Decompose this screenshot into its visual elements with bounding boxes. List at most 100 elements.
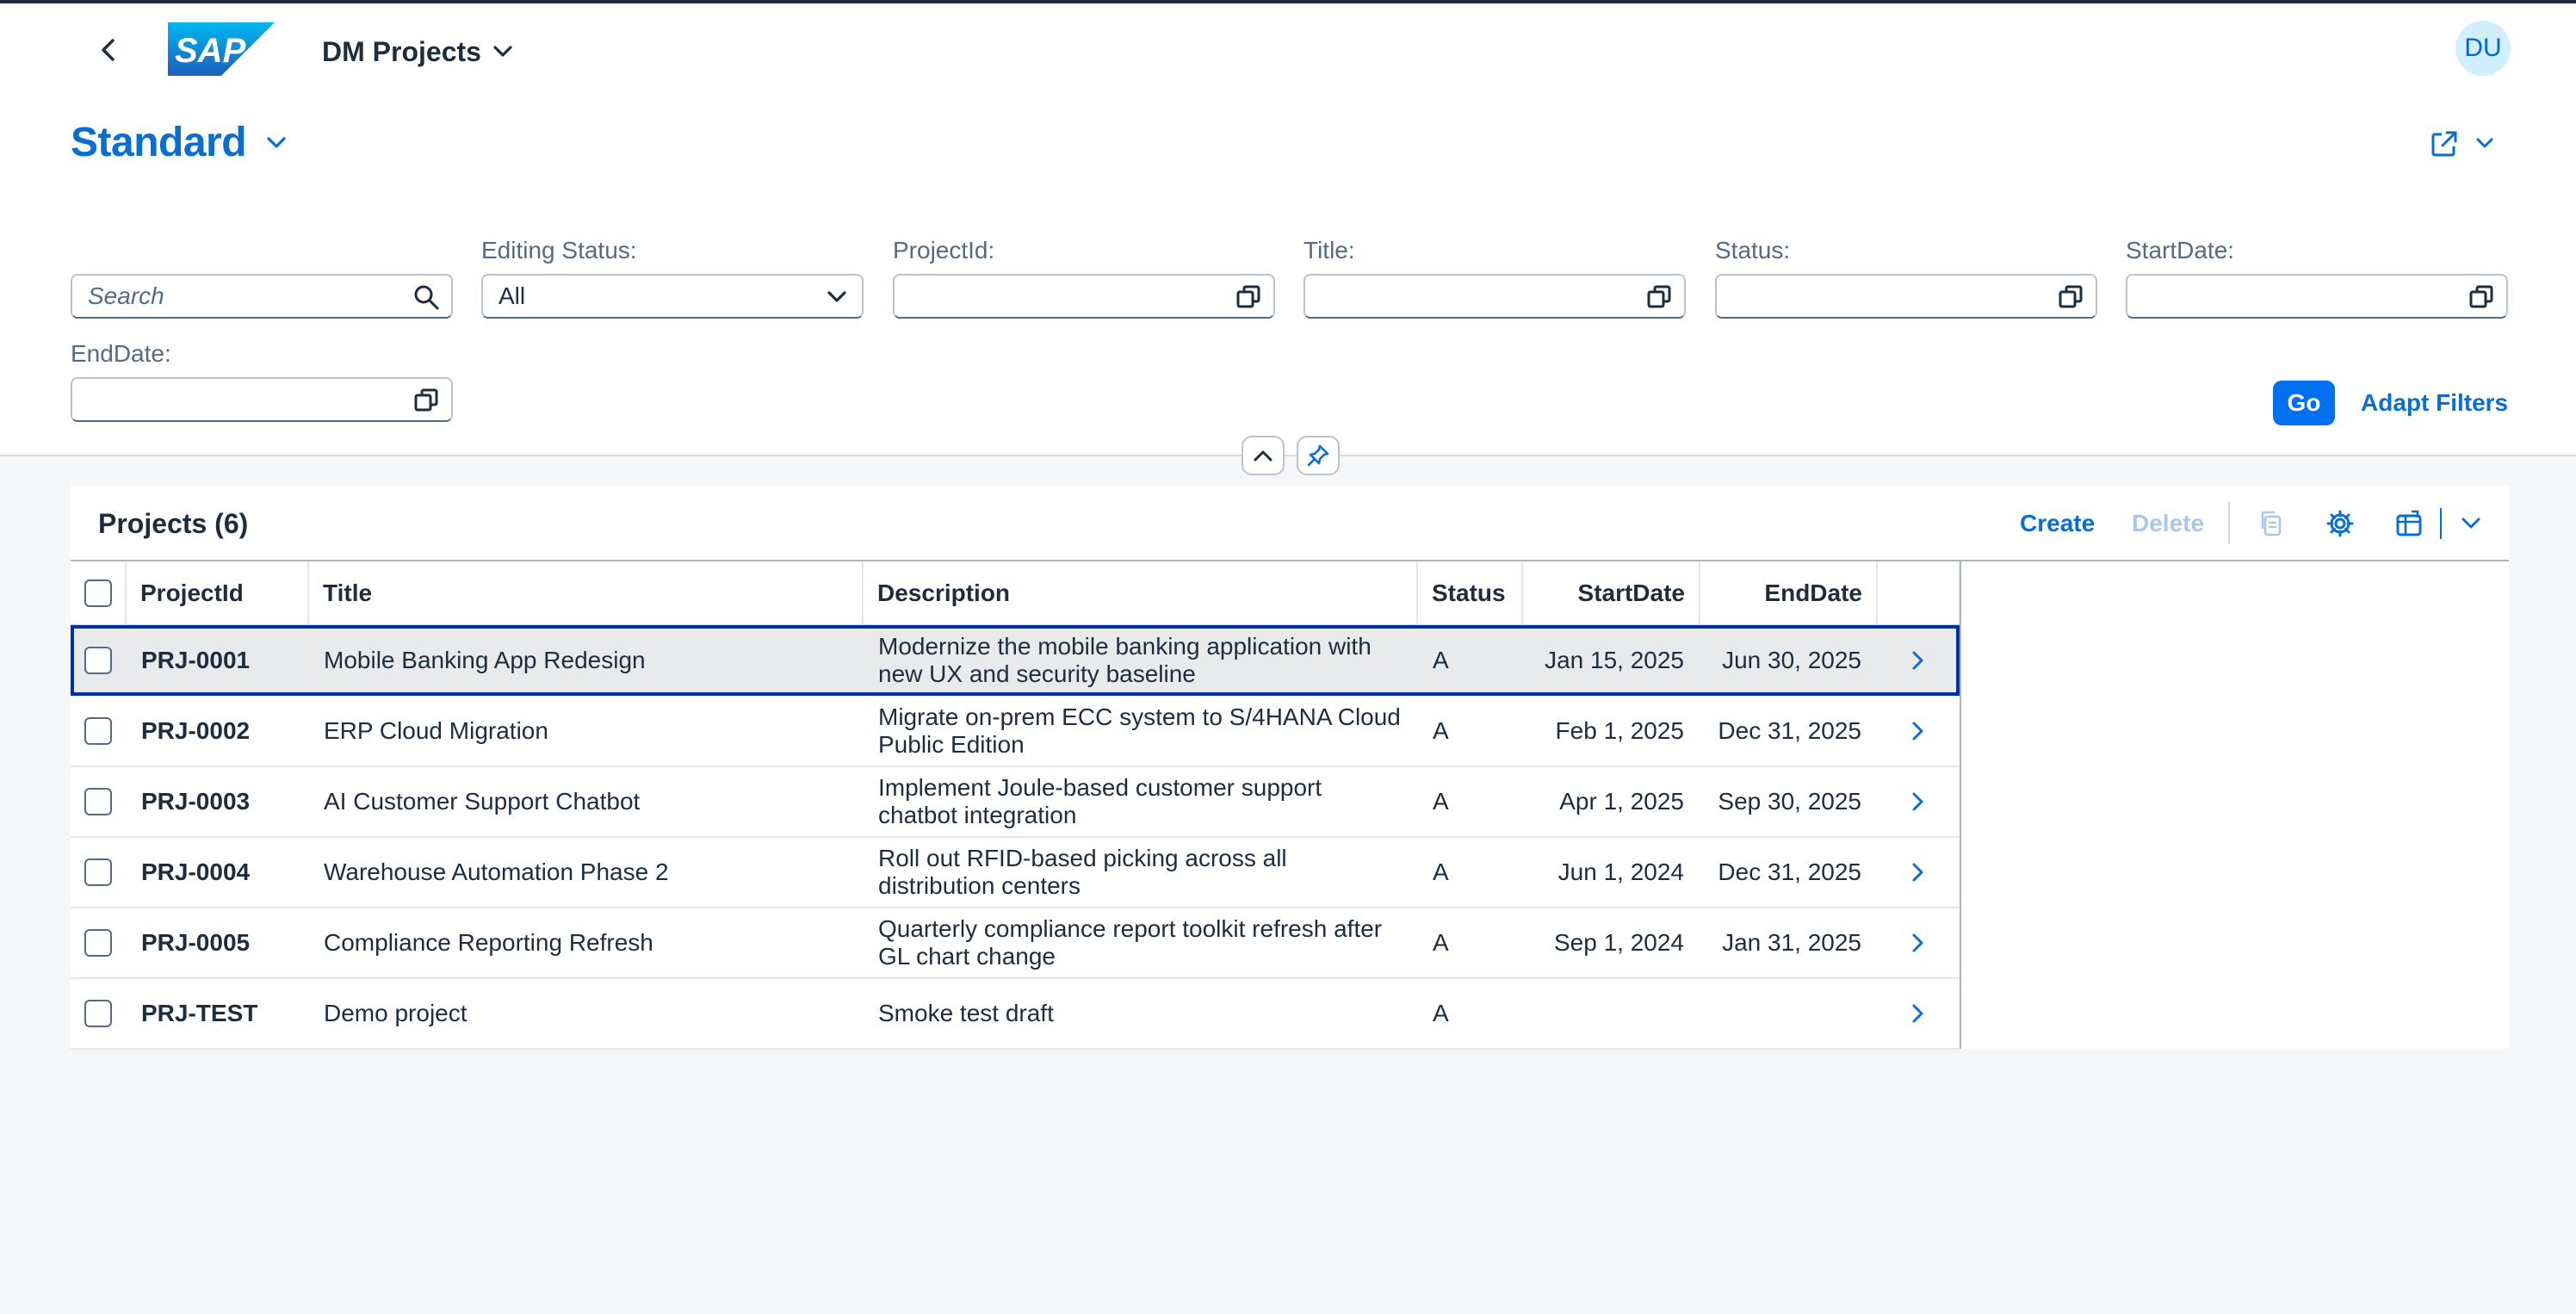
cell-end-date: Jan 31, 2025: [1700, 908, 1877, 979]
toolbar-separator: [2228, 501, 2230, 544]
cell-description: Quarterly compliance report toolkit refr…: [863, 908, 1417, 979]
table-edge: [1960, 561, 1961, 1049]
cell-description: Roll out RFID-based picking across all d…: [863, 837, 1417, 908]
row-select-cell: [71, 837, 126, 908]
table-row[interactable]: PRJ-0001 Mobile Banking App Redesign Mod…: [71, 625, 1960, 697]
select-all-checkbox[interactable]: [84, 579, 112, 607]
column-header-title[interactable]: Title: [308, 561, 864, 626]
go-button[interactable]: Go: [2273, 381, 2335, 425]
start-date-input[interactable]: [2126, 274, 2508, 319]
row-navigation-cell[interactable]: [1877, 766, 1960, 838]
delete-button[interactable]: Delete: [2132, 510, 2205, 536]
sap-logo[interactable]: SAP: [168, 22, 275, 76]
editing-status-value: All: [498, 282, 526, 309]
editing-status-label: Editing Status:: [481, 237, 637, 263]
search-input[interactable]: Search: [71, 274, 453, 319]
project-id-input[interactable]: [893, 274, 1275, 319]
row-navigation-cell[interactable]: [1877, 908, 1960, 979]
project-id-label: ProjectId:: [893, 237, 995, 263]
table-row[interactable]: PRJ-TEST Demo project Smoke test draft A: [71, 978, 1960, 1050]
value-help-icon[interactable]: [1235, 284, 1261, 310]
row-navigation-cell[interactable]: [1877, 837, 1960, 908]
cell-status: A: [1417, 837, 1522, 908]
cell-description: Smoke test draft: [863, 978, 1417, 1050]
copy-button[interactable]: [2254, 506, 2288, 541]
export-menu-button[interactable]: [2454, 506, 2488, 541]
table-row[interactable]: PRJ-0003 AI Customer Support Chatbot Imp…: [71, 766, 1960, 838]
header-toggle-group: [1242, 436, 1340, 475]
gear-icon: [2326, 510, 2354, 537]
cell-status: A: [1417, 625, 1522, 697]
title-filter: Title:: [1303, 234, 1686, 319]
cell-project-id: PRJ-0004: [126, 837, 308, 908]
value-help-icon[interactable]: [2058, 284, 2084, 310]
cell-end-date: [1700, 978, 1877, 1050]
chevron-right-icon: [1912, 1004, 1923, 1023]
cell-description: Implement Joule-based customer support c…: [863, 766, 1417, 838]
cell-start-date: Jan 15, 2025: [1522, 625, 1700, 697]
chevron-right-icon: [1912, 722, 1923, 741]
chevron-down-icon: [2476, 138, 2493, 148]
cell-start-date: Jun 1, 2024: [1522, 837, 1700, 908]
adapt-filters-button[interactable]: Adapt Filters: [2361, 389, 2509, 416]
user-avatar[interactable]: DU: [2455, 21, 2511, 76]
row-navigation-cell[interactable]: [1877, 696, 1960, 767]
row-checkbox[interactable]: [84, 717, 112, 745]
cell-title: AI Customer Support Chatbot: [308, 766, 863, 838]
row-navigation-cell[interactable]: [1877, 978, 1960, 1050]
column-header-end-date[interactable]: EndDate: [1700, 561, 1878, 626]
column-header-navigation: [1877, 561, 1960, 626]
pin-header-button[interactable]: [1297, 436, 1340, 475]
cell-project-id: PRJ-0001: [126, 625, 308, 697]
table-settings-button[interactable]: [2323, 506, 2357, 541]
status-input[interactable]: [1715, 274, 2097, 319]
top-border: [0, 0, 2576, 3]
export-button[interactable]: [2392, 506, 2426, 541]
cell-start-date: Feb 1, 2025: [1522, 696, 1700, 767]
title-label: Title:: [1303, 237, 1355, 263]
cell-project-id: PRJ-0005: [126, 908, 308, 979]
table-row[interactable]: PRJ-0002 ERP Cloud Migration Migrate on-…: [71, 696, 1960, 767]
table-row[interactable]: PRJ-0005 Compliance Reporting Refresh Qu…: [71, 908, 1960, 979]
create-button[interactable]: Create: [2020, 510, 2096, 536]
value-help-icon[interactable]: [1646, 284, 1672, 310]
chevron-down-icon: [2461, 518, 2480, 529]
value-help-icon[interactable]: [2468, 284, 2494, 310]
pin-icon: [1307, 444, 1329, 467]
search-icon: [414, 285, 439, 310]
cell-description: Migrate on-prem ECC system to S/4HANA Cl…: [863, 696, 1417, 767]
variant-management[interactable]: Standard: [71, 119, 286, 166]
row-checkbox[interactable]: [84, 1000, 112, 1027]
cell-end-date: Sep 30, 2025: [1700, 766, 1877, 838]
column-header-status[interactable]: Status: [1417, 561, 1523, 626]
cell-start-date: Sep 1, 2024: [1522, 908, 1700, 979]
cell-project-id: PRJ-TEST: [126, 978, 308, 1050]
row-select-cell: [71, 908, 126, 979]
cell-title: Compliance Reporting Refresh: [308, 908, 863, 979]
row-checkbox[interactable]: [84, 788, 112, 815]
table-toolbar: Projects (6) Create Delete: [71, 486, 2509, 561]
project-id-filter: ProjectId:: [893, 234, 1275, 319]
row-navigation-cell[interactable]: [1877, 625, 1960, 697]
svg-text:SAP: SAP: [175, 32, 246, 70]
row-select-cell: [71, 696, 126, 767]
cell-title: Warehouse Automation Phase 2: [308, 837, 863, 908]
share-menu-button[interactable]: [2430, 129, 2493, 158]
app-title: DM Projects: [322, 35, 481, 67]
row-select-cell: [71, 625, 126, 697]
table-row[interactable]: PRJ-0004 Warehouse Automation Phase 2 Ro…: [71, 837, 1960, 908]
column-header-project-id[interactable]: ProjectId: [126, 561, 309, 626]
row-checkbox[interactable]: [84, 647, 112, 674]
back-button[interactable]: [91, 33, 126, 67]
collapse-header-button[interactable]: [1242, 436, 1285, 475]
end-date-filter: EndDate:: [71, 338, 453, 422]
column-header-start-date[interactable]: StartDate: [1522, 561, 1700, 626]
app-title-menu[interactable]: DM Projects: [322, 33, 512, 71]
end-date-input[interactable]: [71, 377, 453, 422]
column-header-description[interactable]: Description: [863, 561, 1418, 626]
editing-status-select[interactable]: All: [481, 274, 864, 319]
value-help-icon[interactable]: [413, 387, 439, 413]
row-checkbox[interactable]: [84, 858, 112, 886]
title-input[interactable]: [1303, 274, 1686, 319]
row-checkbox[interactable]: [84, 929, 112, 957]
